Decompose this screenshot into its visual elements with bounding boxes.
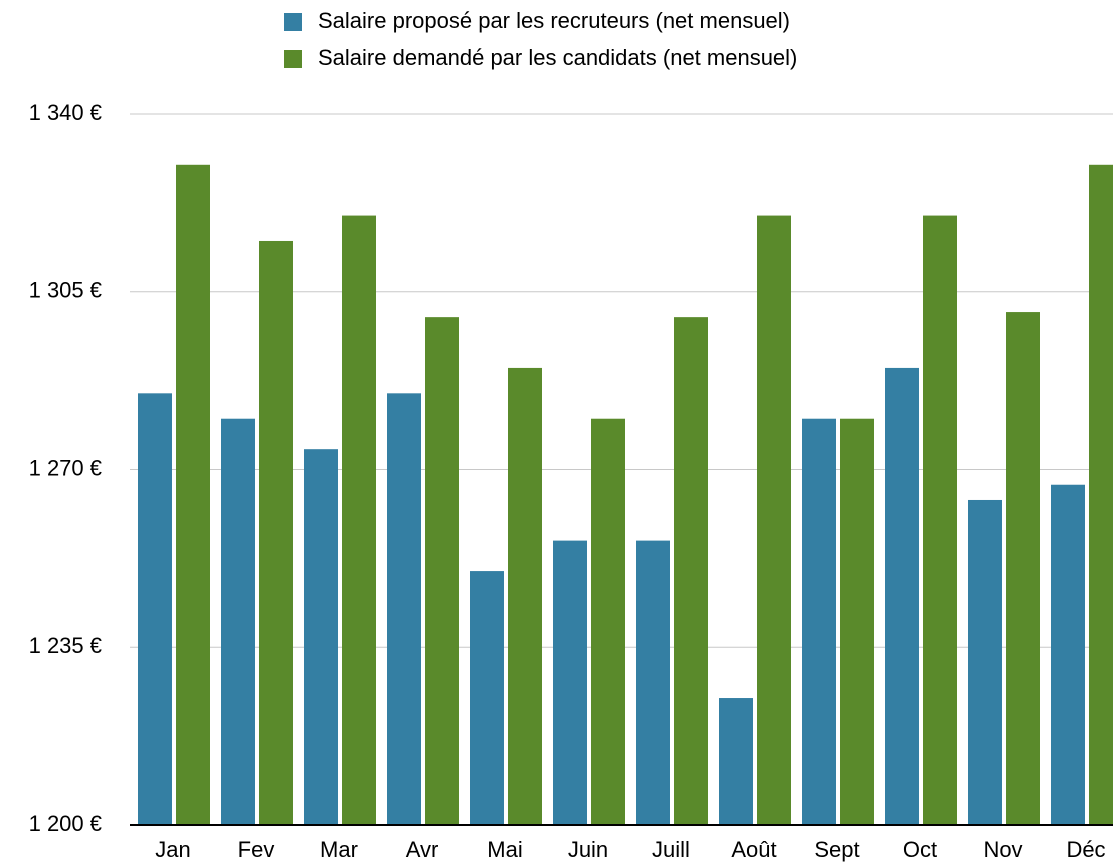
bar [342,215,376,826]
bar [885,367,919,825]
y-tick-label: 1 270 € [29,455,102,480]
x-tick-label: Jan [155,837,190,862]
bar [1051,484,1085,825]
bar [1089,164,1113,826]
legend-swatch [284,50,302,68]
bar [802,418,836,825]
bar [968,499,1002,825]
bar [1006,312,1040,825]
x-tick-label: Août [731,837,776,862]
bar [470,571,504,825]
bar [553,540,587,825]
x-tick-label: Avr [406,837,439,862]
y-tick-label: 1 340 € [29,100,102,125]
legend-label: Salaire proposé par les recruteurs (net … [318,8,790,33]
bar [387,393,421,825]
bar [425,317,459,825]
bar [840,418,874,825]
bar [138,393,172,825]
bar [674,317,708,825]
bar [591,418,625,825]
x-tick-label: Oct [903,837,937,862]
legend-swatch [284,13,302,31]
bar [259,240,293,825]
x-tick-label: Mai [487,837,522,862]
x-tick-label: Mar [320,837,358,862]
bar [923,215,957,826]
y-tick-label: 1 200 € [29,811,102,836]
bar [304,449,338,825]
bar [508,367,542,825]
x-tick-label: Déc [1066,837,1105,862]
bar [221,418,255,825]
bar [719,698,753,825]
x-tick-label: Juill [652,837,690,862]
bar [636,540,670,825]
x-tick-label: Fev [238,837,275,862]
y-tick-label: 1 235 € [29,633,102,658]
x-tick-label: Sept [814,837,859,862]
x-tick-label: Nov [983,837,1022,862]
bar [176,164,210,826]
legend-label: Salaire demandé par les candidats (net m… [318,45,797,70]
x-tick-label: Juin [568,837,608,862]
bar [757,215,791,826]
y-tick-label: 1 305 € [29,278,102,303]
